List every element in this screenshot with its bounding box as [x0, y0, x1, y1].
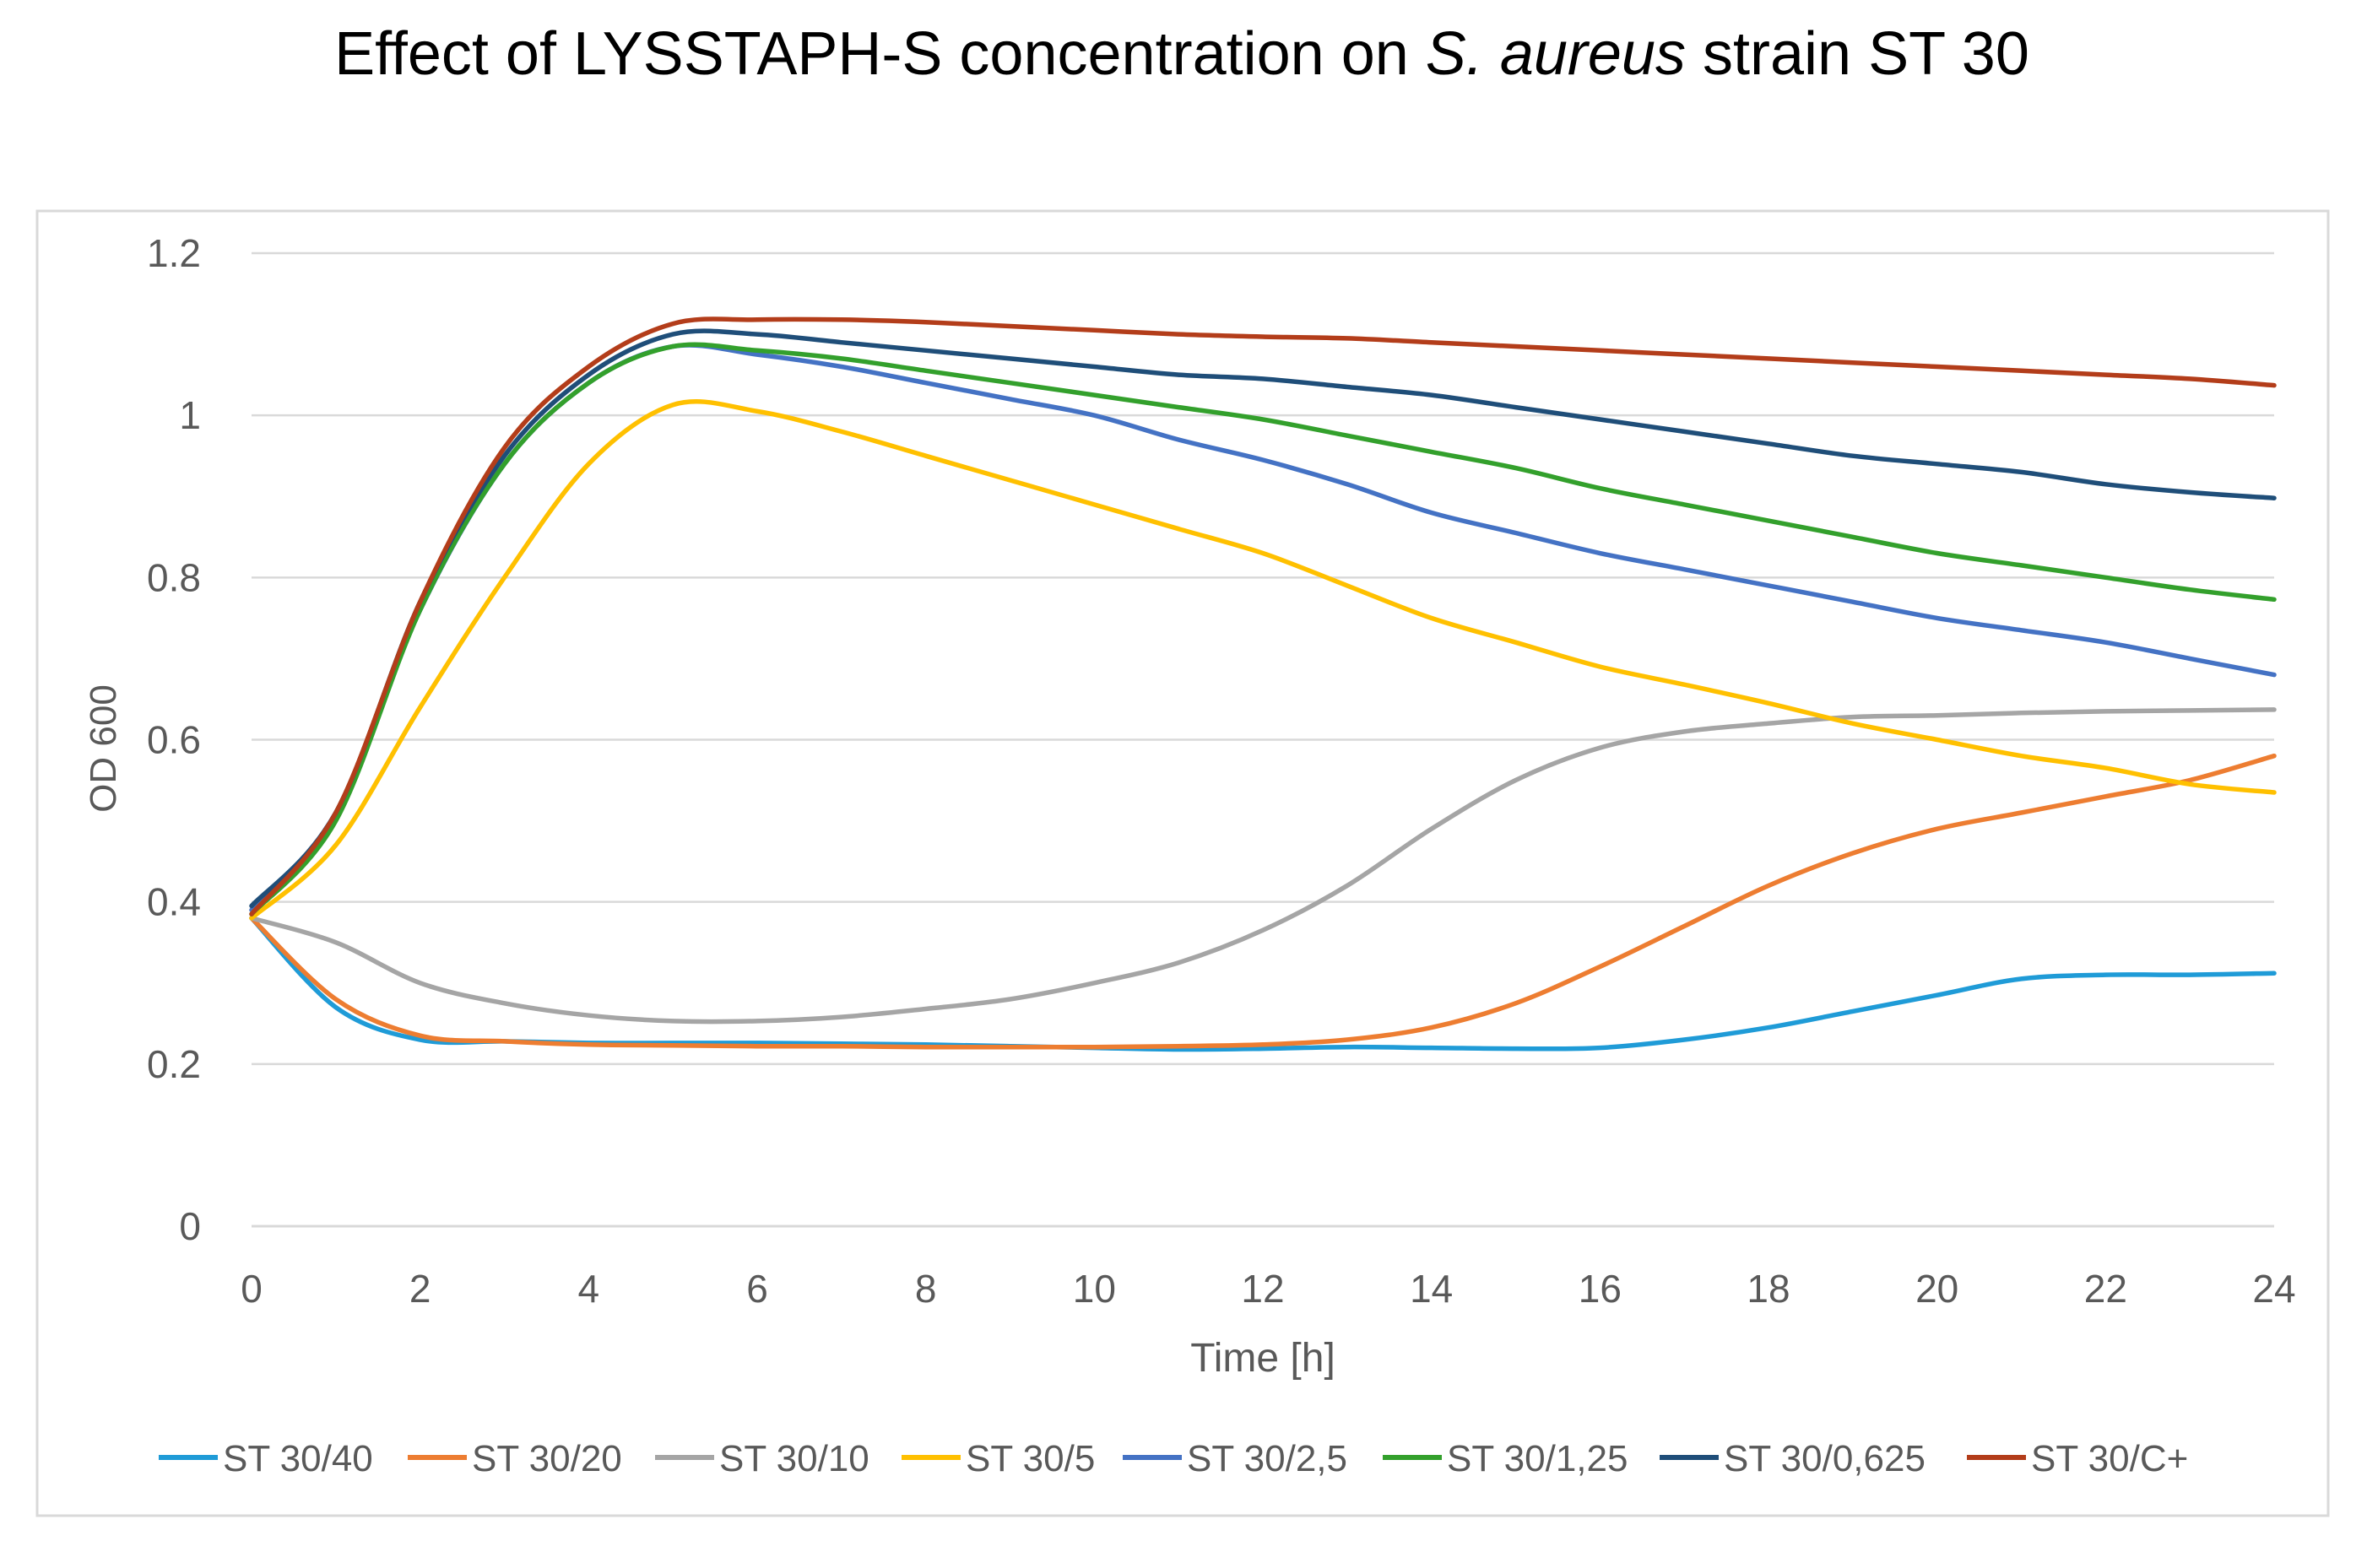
series-line-2: [249, 753, 2277, 1050]
chart-title-main: Effect of LYSSTAPH-S concentration on: [334, 20, 1409, 88]
y-tick-label: 0.4: [147, 880, 201, 924]
x-tick-label: 2: [409, 1267, 431, 1311]
legend-label-6: ST 30/1,25: [1447, 1438, 1628, 1479]
y-tick-label: 1.2: [147, 231, 201, 275]
y-tick-label: 0.8: [147, 555, 201, 599]
series-line-8: [249, 316, 2277, 916]
legend-label-2: ST 30/20: [472, 1438, 622, 1479]
legend-label-1: ST 30/40: [223, 1438, 373, 1479]
x-tick-label: 20: [1915, 1267, 1958, 1311]
legend: ST 30/40 ST 30/20 ST 30/10 ST 30/5 ST 30/2,5…: [159, 1438, 2188, 1479]
x-tick-label: 24: [2252, 1267, 2295, 1311]
y-axis-ticks: 0 0.2 0.4 0.6 0.8 1 1.2: [147, 231, 201, 1248]
legend-label-5: ST 30/2,5: [1187, 1438, 1347, 1479]
series-line-4: [249, 398, 2277, 921]
x-tick-label: 14: [1410, 1267, 1453, 1311]
legend-label-8: ST 30/C+: [2031, 1438, 2188, 1479]
chart-area-border: [35, 209, 2330, 1517]
series-line-6: [249, 342, 2277, 916]
x-tick-label: 18: [1747, 1267, 1790, 1311]
x-tick-label: 16: [1579, 1267, 1622, 1311]
y-tick-label: 0.2: [147, 1042, 201, 1086]
x-axis-title: Time [h]: [1190, 1336, 1335, 1381]
y-tick-label: 1: [179, 393, 201, 437]
x-tick-label: 6: [746, 1267, 768, 1311]
legend-label-3: ST 30/10: [719, 1438, 869, 1479]
series-lines: [249, 316, 2277, 1052]
x-tick-label: 22: [2084, 1267, 2127, 1311]
x-tick-label: 8: [915, 1267, 937, 1311]
x-axis-ticks: 0 2 4 6 8 10 12 14 16 18 20 22 24: [241, 1267, 2295, 1311]
chart-title: Effect of LYSSTAPH-S concentration on S.…: [334, 20, 2029, 88]
chart-title-italic: S. aureus: [1426, 20, 1686, 88]
series-line-3: [249, 707, 2277, 1025]
y-tick-label: 0: [179, 1204, 201, 1248]
legend-label-7: ST 30/0,625: [1724, 1438, 1926, 1479]
gridlines: [252, 251, 2274, 1066]
legend-label-4: ST 30/5: [966, 1438, 1095, 1479]
y-axis-title: OD 600: [83, 684, 124, 813]
x-tick-label: 0: [241, 1267, 263, 1311]
y-tick-label: 0.6: [147, 718, 201, 762]
series-line-7: [249, 328, 2277, 909]
chart-title-suffix: strain ST 30: [1703, 20, 2029, 88]
x-tick-label: 4: [578, 1267, 600, 1311]
x-tick-label: 10: [1073, 1267, 1116, 1311]
x-tick-label: 12: [1241, 1267, 1284, 1311]
